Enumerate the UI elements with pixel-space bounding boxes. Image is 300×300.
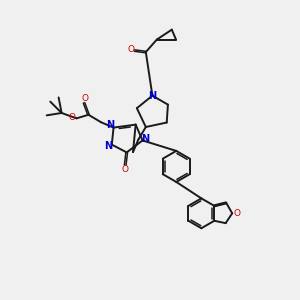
Text: O: O (69, 113, 76, 122)
Text: O: O (127, 45, 134, 54)
Text: N: N (104, 141, 112, 151)
Text: N: N (142, 134, 150, 144)
Text: O: O (122, 165, 129, 174)
Text: O: O (234, 209, 241, 218)
Text: N: N (106, 120, 115, 130)
Text: O: O (81, 94, 88, 103)
Text: N: N (148, 91, 157, 101)
